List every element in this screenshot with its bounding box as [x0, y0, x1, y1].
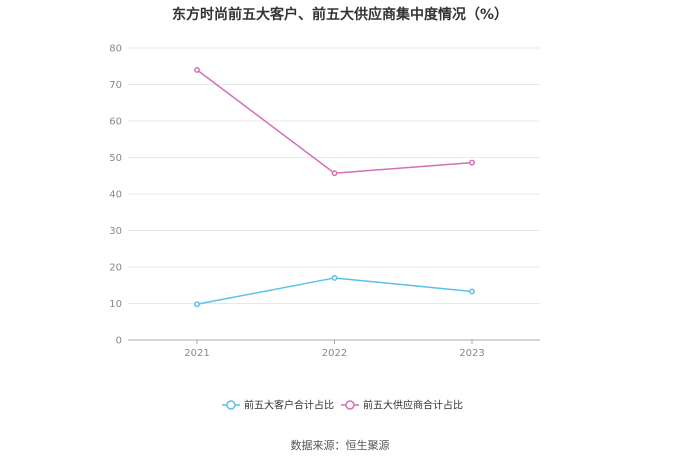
y-tick-label: 20 [109, 263, 122, 274]
y-tick-label: 30 [109, 226, 122, 237]
y-axis-ticks: 0 10 20 30 40 50 60 70 80 [109, 44, 122, 347]
y-tick-label: 50 [109, 153, 122, 164]
grid-lines [128, 47, 540, 304]
legend-swatch-marker [345, 400, 355, 410]
y-tick-label: 80 [109, 44, 122, 55]
series-line-1 [196, 277, 473, 305]
data-point [469, 288, 475, 295]
y-tick-label: 10 [109, 299, 122, 310]
data-point [331, 275, 338, 281]
x-tick-label: 2021 [184, 348, 209, 359]
x-tick-label: 2022 [322, 348, 347, 359]
source-note: 数据来源：恒生聚源 [290, 439, 390, 452]
y-tick-label: 40 [109, 190, 122, 201]
x-axis-ticks: 2021 2022 2023 [184, 340, 485, 359]
legend-label: 前五大客户合计占比 [244, 399, 334, 412]
y-tick-label: 70 [109, 80, 122, 91]
legend-label: 前五大供应商合计占比 [363, 399, 463, 412]
y-tick-label: 0 [116, 336, 122, 347]
series-lines [194, 66, 475, 308]
data-point [194, 66, 200, 73]
legend-swatch-marker [226, 400, 236, 410]
data-point [194, 301, 200, 308]
legend: 前五大客户合计占比 前五大供应商合计占比 [222, 399, 463, 412]
x-tick-label: 2023 [459, 348, 484, 359]
data-point [469, 159, 475, 166]
chart-title: 东方时尚前五大客户、前五大供应商集中度情况（%） [171, 7, 509, 23]
y-tick-label: 60 [109, 117, 122, 128]
data-point [331, 170, 338, 177]
